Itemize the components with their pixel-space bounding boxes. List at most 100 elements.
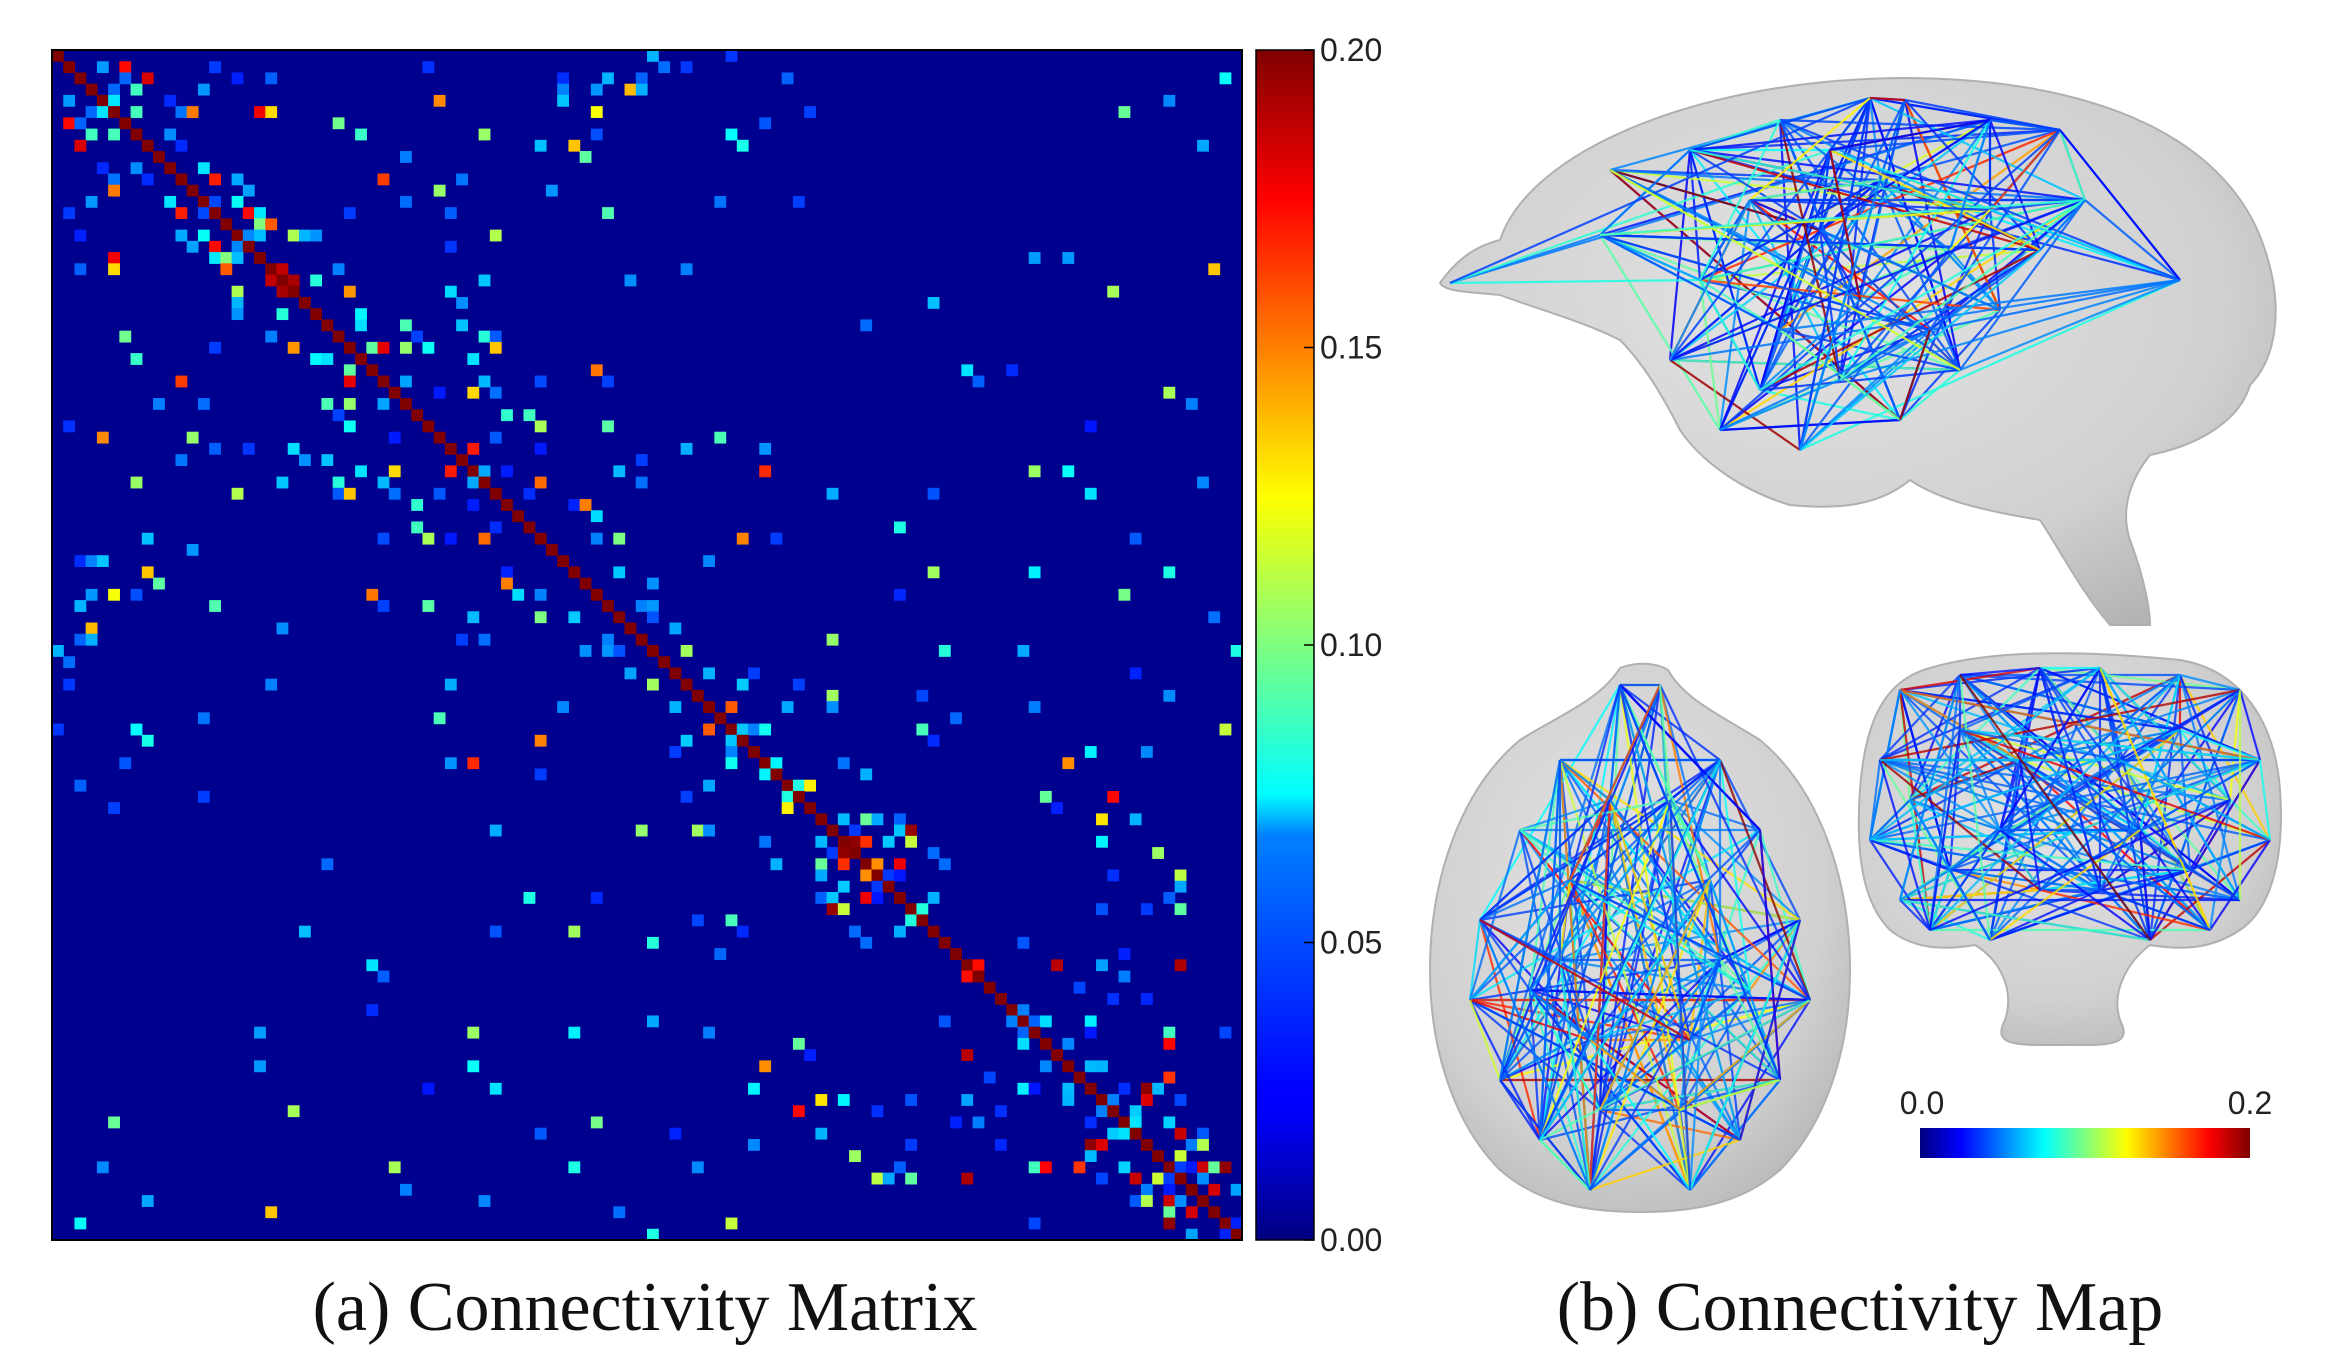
connection-edge: [1569, 759, 1721, 881]
matrix-cell: [63, 678, 76, 691]
matrix-cell: [1028, 1161, 1041, 1174]
connection-edge: [1539, 999, 1811, 1141]
matrix-cell: [175, 207, 188, 219]
connection-edge: [2039, 888, 2241, 902]
matrix-cell: [1084, 1060, 1097, 1073]
matrix-cell: [961, 1049, 974, 1061]
matrix-cell: [658, 656, 671, 669]
connection-edge: [1699, 279, 1761, 391]
matrix-cell: [916, 914, 929, 927]
connection-edge: [1904, 98, 2061, 132]
matrix-cell: [332, 263, 345, 276]
matrix-cell: [691, 689, 704, 702]
matrix-cell: [590, 83, 603, 96]
connection-edge: [1999, 667, 2101, 831]
connection-edge: [2099, 689, 2241, 891]
matrix-cell: [613, 1206, 626, 1219]
matrix-cell: [377, 341, 390, 354]
matrix-cell: [1163, 1037, 1176, 1050]
matrix-cell: [916, 723, 929, 736]
matrix-cell: [635, 600, 648, 612]
matrix-cell: [467, 386, 480, 399]
connection-edge: [2119, 759, 2271, 841]
matrix-cell: [96, 106, 109, 118]
matrix-cell: [1152, 1150, 1165, 1163]
matrix-cell: [759, 835, 772, 848]
connection-edge: [1699, 198, 2086, 282]
connection-edge: [1589, 1039, 1691, 1191]
matrix-cell: [703, 701, 715, 713]
matrix-cell: [63, 656, 76, 669]
connection-edge: [2178, 674, 2242, 901]
connection-edge: [1669, 359, 1801, 451]
matrix-cell: [197, 195, 210, 208]
connection-edge: [1619, 684, 1761, 831]
matrix-cell: [265, 1206, 278, 1219]
matrix-cell: [254, 252, 266, 264]
matrix-cell: [837, 835, 850, 848]
connection-edge: [1949, 209, 1991, 251]
matrix-cell: [186, 184, 199, 197]
matrix-cell: [321, 454, 334, 466]
brain-sagittal-view: [1438, 76, 2277, 626]
connection-edge: [1999, 829, 2101, 891]
matrix-cell: [647, 1015, 659, 1028]
matrix-cell: [130, 83, 143, 96]
matrix-cell: [1084, 1116, 1097, 1129]
connection-edge: [2099, 667, 2241, 901]
matrix-cell: [961, 970, 974, 983]
connection-edge: [1799, 329, 1931, 451]
matrix-cell: [108, 263, 120, 276]
connection-edge: [1999, 829, 2041, 891]
matrix-cell: [1174, 1094, 1187, 1106]
matrix-cell: [197, 207, 210, 219]
connection-edge: [1959, 666, 2101, 732]
matrix-cell: [186, 240, 199, 253]
connection-edge: [2038, 667, 2152, 941]
connection-edge: [2189, 838, 2271, 872]
connection-edge: [1658, 684, 1712, 881]
matrix-cell: [1230, 645, 1243, 657]
matrix-cell: [837, 847, 850, 859]
matrix-cell: [1062, 757, 1075, 770]
matrix-cell: [927, 847, 940, 859]
matrix-cell: [826, 903, 839, 916]
matrix-cell: [108, 588, 120, 601]
connection-edge: [1559, 759, 1811, 1001]
connection-edge: [1868, 97, 1882, 181]
connection-edge: [1599, 959, 1721, 1111]
matrix-cell: [254, 106, 266, 118]
matrix-cell: [231, 195, 244, 208]
matrix-cell: [400, 398, 412, 410]
connection-edge: [1959, 666, 2041, 677]
matrix-cell: [792, 779, 805, 792]
matrix-cell: [164, 94, 177, 107]
connection-edge: [1869, 799, 1911, 841]
sagittal-connections: [1449, 96, 2181, 452]
matrix-cell: [1163, 1195, 1176, 1207]
matrix-cell: [748, 667, 760, 680]
matrix-cell: [725, 128, 738, 141]
matrix-cell: [501, 577, 513, 590]
matrix-cell: [444, 207, 457, 219]
matrix-cell: [1039, 790, 1052, 803]
matrix-cell: [1163, 1217, 1176, 1230]
matrix-cell: [141, 139, 154, 152]
matrix-cell: [792, 1105, 805, 1118]
connection-edge: [1568, 684, 1622, 881]
connection-edge: [1869, 839, 1931, 931]
matrix-cell: [1028, 1026, 1041, 1039]
matrix-cell: [96, 61, 109, 74]
connection-edge: [2098, 667, 2212, 931]
matrix-cell: [1006, 1004, 1019, 1017]
matrix-cell: [691, 824, 704, 837]
matrix-cell: [950, 712, 962, 725]
matrix-cell: [781, 790, 794, 803]
connection-edge: [1608, 799, 1682, 1111]
matrix-cell: [74, 1217, 87, 1230]
connection-edge: [1618, 684, 1782, 1081]
connection-edge: [1588, 879, 1712, 1191]
connection-edge: [1778, 149, 1832, 331]
matrix-cell: [748, 1082, 760, 1095]
connection-edge: [1689, 148, 1991, 212]
